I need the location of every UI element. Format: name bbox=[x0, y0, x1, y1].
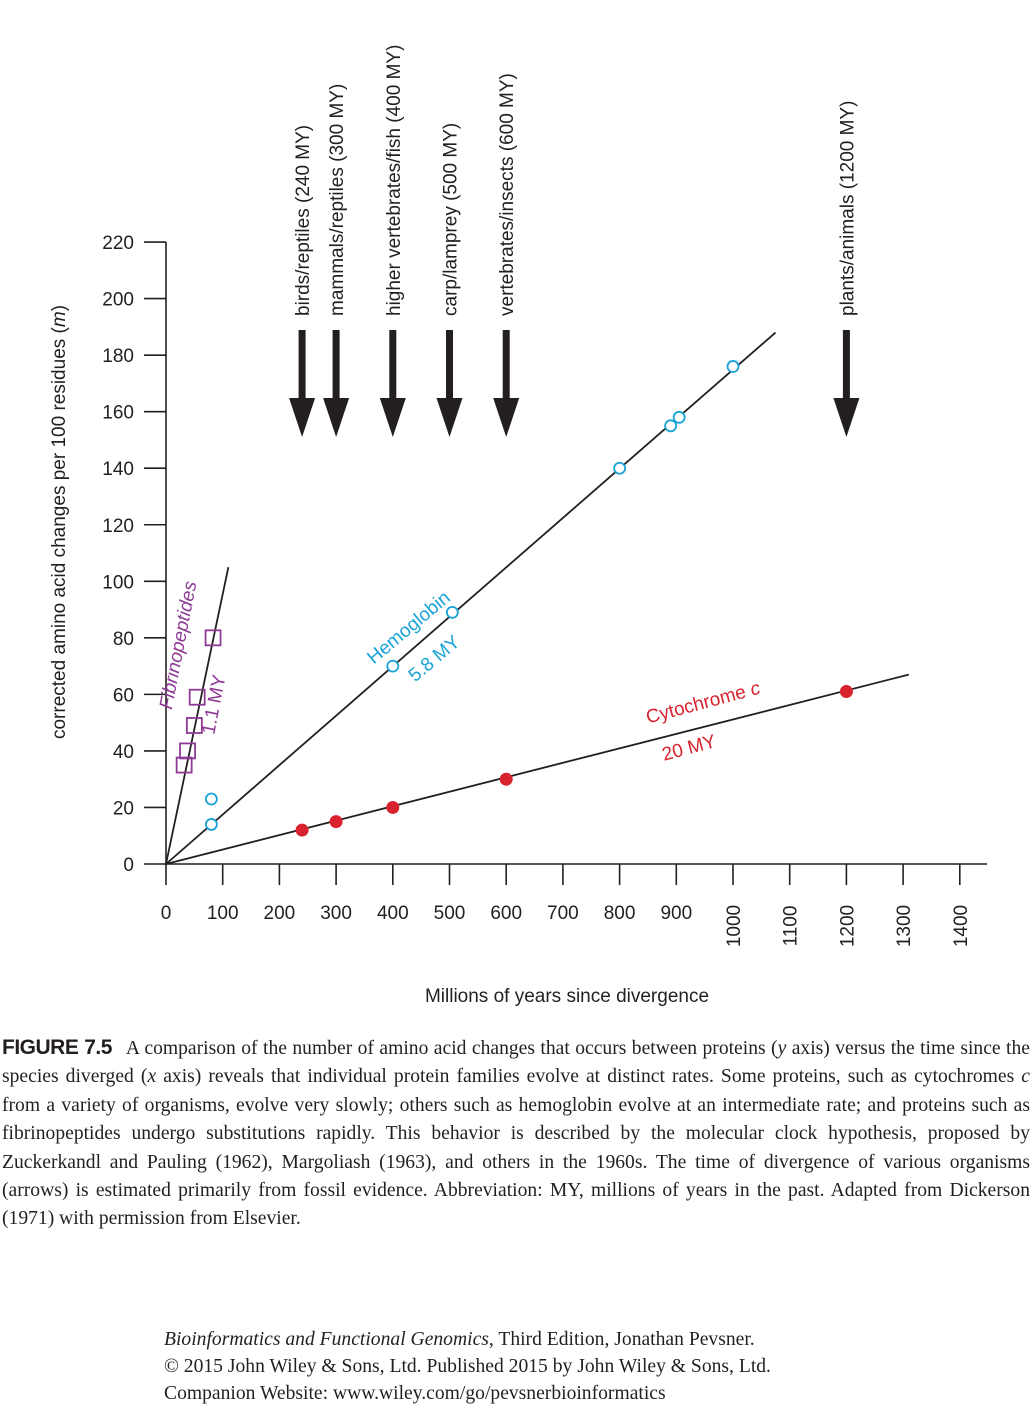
arrow-head bbox=[289, 398, 316, 437]
fibrinopeptide-point bbox=[204, 629, 222, 647]
companion-website: Companion Website: www.wiley.com/go/pevs… bbox=[164, 1383, 666, 1404]
arrow-shaft bbox=[502, 330, 510, 400]
arrow-shaft bbox=[389, 330, 397, 400]
fibrinopeptide-point bbox=[188, 688, 206, 706]
x-tick-label: 400 bbox=[377, 903, 409, 924]
hemoglobin-point bbox=[664, 419, 678, 433]
y-tick-label: 40 bbox=[113, 742, 134, 763]
cytochrome-point bbox=[295, 823, 309, 837]
arrow-head bbox=[323, 398, 350, 437]
arrow-label: mammals/reptiles (300 MY) bbox=[327, 84, 348, 316]
cytochrome-point bbox=[839, 685, 853, 699]
x-tick-label: 100 bbox=[207, 903, 239, 924]
x-tick-label: 800 bbox=[604, 903, 636, 924]
y-tick-label: 160 bbox=[102, 403, 134, 424]
x-tick-label: 1200 bbox=[837, 905, 858, 947]
caption-text: A comparison of the number of amino acid… bbox=[2, 1038, 1030, 1230]
fibrinopeptide-point bbox=[175, 756, 193, 774]
cytochrome-point bbox=[329, 815, 343, 829]
x-tick-label: 1000 bbox=[724, 905, 745, 947]
x-tick-label: 700 bbox=[547, 903, 579, 924]
y-tick-label: 100 bbox=[102, 572, 134, 593]
hemoglobin-point bbox=[613, 461, 626, 475]
y-tick-label: 120 bbox=[102, 516, 134, 537]
x-tick-label: 600 bbox=[490, 903, 522, 924]
hemoglobin-point bbox=[445, 605, 459, 619]
arrow-shaft bbox=[298, 330, 306, 400]
y-tick-label: 140 bbox=[102, 459, 134, 480]
arrow-shaft bbox=[332, 330, 340, 400]
book-citation: Bioinformatics and Functional Genomics, … bbox=[164, 1329, 755, 1350]
arrow-label: plants/animals (1200 MY) bbox=[837, 101, 858, 316]
regression-lines bbox=[165, 331, 909, 865]
fibrinopeptides-label: Fibrinopeptides bbox=[156, 579, 201, 711]
x-tick-label: 0 bbox=[161, 903, 172, 924]
regression-line bbox=[165, 566, 230, 865]
y-tick-label: 200 bbox=[102, 290, 134, 311]
arrow-head bbox=[833, 398, 860, 437]
y-axis-label: corrected amino acid changes per 100 res… bbox=[49, 305, 70, 739]
hemoglobin-point bbox=[204, 818, 218, 831]
arrow-head bbox=[379, 398, 406, 437]
data-points bbox=[175, 360, 853, 837]
x-tick-label: 1300 bbox=[894, 905, 915, 947]
arrow-head bbox=[493, 398, 520, 437]
y-tick-label: 0 bbox=[123, 855, 134, 876]
arrow-shaft bbox=[446, 330, 453, 400]
arrow-label: higher vertebrates/fish (400 MY) bbox=[384, 45, 405, 316]
y-tick-label: 20 bbox=[113, 798, 134, 819]
figure-label: FIGURE 7.5 bbox=[2, 1036, 112, 1059]
regression-line bbox=[165, 331, 777, 865]
x-tick-label: 200 bbox=[264, 903, 296, 924]
arrow-label: birds/reptiles (240 MY) bbox=[293, 125, 314, 316]
divergence-arrows: birds/reptiles (240 MY) mammals/reptiles … bbox=[289, 45, 860, 437]
y-tick-label: 220 bbox=[102, 233, 134, 254]
fibrinopeptides-rate-label: 1.1 MY bbox=[198, 673, 230, 736]
copyright-line: © 2015 John Wiley & Sons, Ltd. Published… bbox=[164, 1356, 771, 1377]
arrow-label: vertebrates/insects (600 MY) bbox=[497, 73, 518, 316]
x-tick-label: 1100 bbox=[781, 906, 802, 947]
y-tick-label: 60 bbox=[113, 685, 134, 706]
arrow-shaft bbox=[842, 330, 850, 400]
y-tick-label: 180 bbox=[102, 346, 134, 367]
x-tick-label: 500 bbox=[434, 903, 466, 924]
arrow-head bbox=[436, 398, 463, 437]
x-axis-label: Millions of years since divergence bbox=[425, 986, 709, 1007]
fibrinopeptide-point bbox=[179, 742, 196, 760]
cytochrome-label: Cytochrome c bbox=[644, 678, 763, 729]
y-tick-label: 80 bbox=[113, 629, 134, 650]
cytochrome-point bbox=[499, 772, 513, 786]
book-credits: Bioinformatics and Functional Genomics, … bbox=[164, 1326, 771, 1407]
x-tick-label: 900 bbox=[660, 903, 692, 924]
axes: 0 20 40 60 80 100 120 140 160 180 200 220 0 100 200 300… bbox=[102, 233, 987, 947]
hemoglobin-point bbox=[386, 659, 400, 673]
arrow-label: carp/lamprey (500 MY) bbox=[441, 123, 462, 316]
regression-line bbox=[165, 673, 909, 865]
x-tick-label: 300 bbox=[320, 903, 352, 924]
molecular-clock-chart: 0 20 40 60 80 100 120 140 160 180 200 220 0 100 200 300… bbox=[49, 45, 987, 1007]
hemoglobin-point bbox=[672, 410, 686, 424]
fibrinopeptide-point bbox=[185, 717, 203, 734]
figure-caption: FIGURE 7.5 A comparison of the number of … bbox=[2, 1034, 1030, 1234]
x-tick-label: 1400 bbox=[951, 905, 972, 947]
hemoglobin-point bbox=[204, 792, 218, 806]
hemoglobin-point bbox=[726, 360, 740, 373]
hemoglobin-rate-label: 5.8 MY bbox=[405, 631, 465, 686]
cytochrome-point bbox=[386, 800, 400, 814]
